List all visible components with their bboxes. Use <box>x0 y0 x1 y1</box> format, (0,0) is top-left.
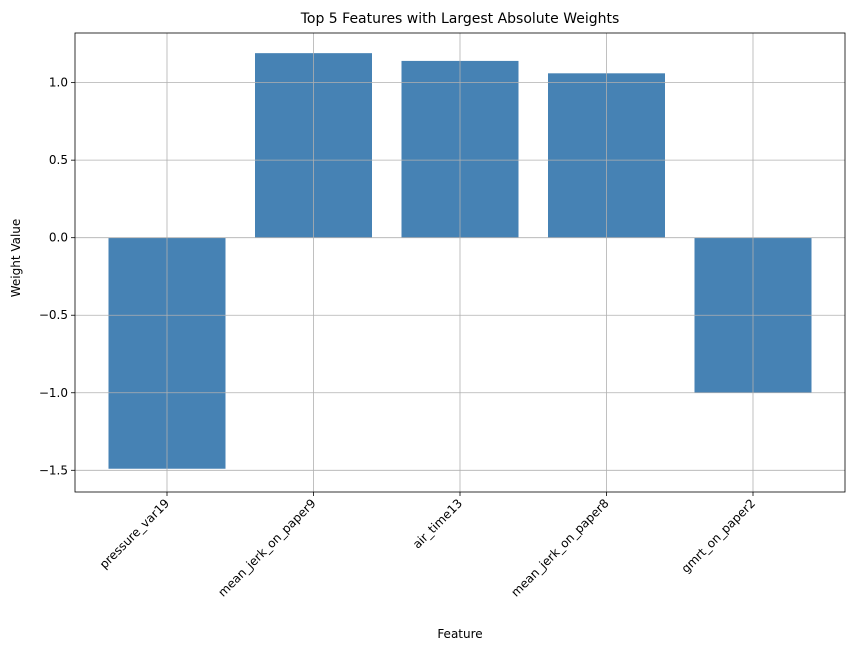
x-axis-label: Feature <box>437 627 482 641</box>
x-tick-label: mean_jerk_on_paper8 <box>508 496 611 599</box>
y-tick-label: −1.0 <box>39 386 68 400</box>
x-tick-label: air_time13 <box>410 496 465 551</box>
y-tick-label: −0.5 <box>39 308 68 322</box>
x-tick-label: mean_jerk_on_paper9 <box>215 496 318 599</box>
y-axis-label: Weight Value <box>9 219 23 298</box>
x-ticks: pressure_var19 mean_jerk_on_paper9 air_tim… <box>97 492 758 600</box>
y-tick-label: 0.5 <box>49 153 68 167</box>
y-tick-label: 0.0 <box>49 231 68 245</box>
x-tick-label: pressure_var19 <box>97 496 172 571</box>
chart-title: Top 5 Features with Largest Absolute Wei… <box>300 11 620 27</box>
grid <box>75 33 845 492</box>
y-ticks: −1.5 −1.0 −0.5 0.0 0.5 1.0 <box>39 76 75 477</box>
y-tick-label: −1.5 <box>39 463 68 477</box>
x-tick-label: gmrt_on_paper2 <box>679 496 759 576</box>
y-tick-label: 1.0 <box>49 76 68 90</box>
